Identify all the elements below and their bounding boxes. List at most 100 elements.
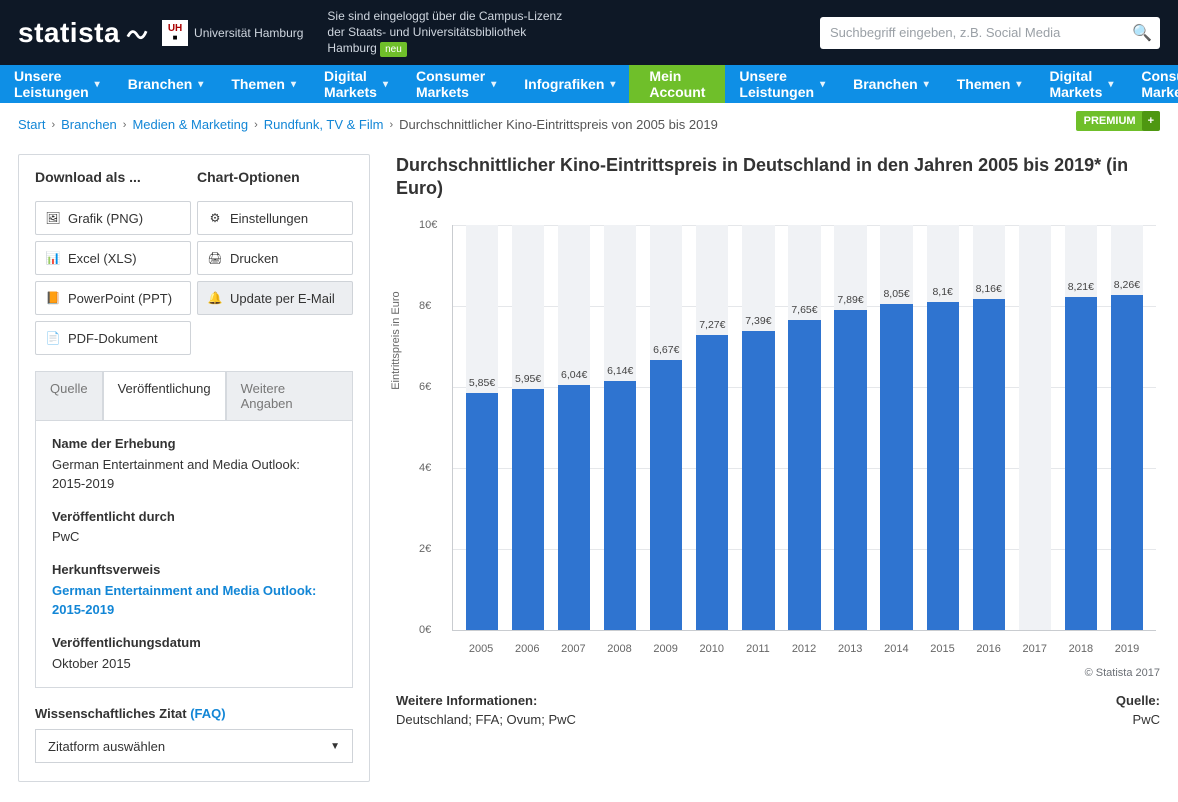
x-tick-label: 2017 <box>1012 643 1058 655</box>
logo-wave-icon <box>126 22 148 44</box>
info-tab[interactable]: Weitere Angaben <box>226 371 353 420</box>
chart-option-button[interactable]: 🔔Update per E-Mail <box>197 281 353 315</box>
bar[interactable] <box>604 381 636 630</box>
bar-column: 6,04€ <box>551 225 597 630</box>
chart-title: Durchschnittlicher Kino-Eintrittspreis i… <box>396 154 1160 201</box>
bar[interactable] <box>742 331 774 630</box>
nav-item[interactable]: Branchen▾ <box>839 65 943 103</box>
nav-item[interactable]: Digital Markets▾ <box>1035 65 1127 103</box>
bar-column: 8,1€ <box>920 225 966 630</box>
tab-panel-publication: Name der Erhebung German Entertainment a… <box>35 420 353 688</box>
bar[interactable] <box>512 389 544 630</box>
bar-column: 8,21€ <box>1058 225 1104 630</box>
search-input[interactable] <box>820 17 1160 49</box>
bar-column: 7,27€ <box>689 225 735 630</box>
bar[interactable] <box>973 299 1005 629</box>
breadcrumb-link[interactable]: Start <box>18 117 45 132</box>
download-button[interactable]: 📄PDF-Dokument <box>35 321 191 355</box>
breadcrumb-separator: › <box>123 119 127 131</box>
chevron-down-icon: ▼ <box>330 741 340 752</box>
breadcrumb-link[interactable]: Medien & Marketing <box>132 117 248 132</box>
bar-value-label: 8,1€ <box>932 286 952 298</box>
x-tick-label: 2012 <box>781 643 827 655</box>
nav-item[interactable]: Digital Markets▾ <box>310 65 402 103</box>
search-icon[interactable]: 🔍 <box>1132 23 1152 43</box>
logo-text: statista <box>18 17 120 49</box>
option-icon: 🖨 <box>208 251 222 265</box>
bar-column <box>1012 225 1058 630</box>
breadcrumb-separator: › <box>51 119 55 131</box>
nav-item[interactable]: Consumer Markets▾ <box>1127 65 1178 103</box>
logo[interactable]: statista <box>18 17 148 49</box>
nav-item[interactable]: Themen▾ <box>217 65 310 103</box>
bar[interactable] <box>1065 297 1097 630</box>
x-tick-label: 2015 <box>919 643 965 655</box>
x-tick-label: 2008 <box>596 643 642 655</box>
pub-date-label: Veröffentlichungsdatum <box>52 634 336 653</box>
bar[interactable] <box>927 302 959 630</box>
topbar: statista UH■ Universität Hamburg Sie sin… <box>0 0 1178 65</box>
partner-name: Universität Hamburg <box>194 26 303 40</box>
chevron-down-icon: ▾ <box>291 79 296 90</box>
y-tick-label: 2€ <box>419 543 431 555</box>
y-tick-label: 4€ <box>419 462 431 474</box>
x-tick-label: 2013 <box>827 643 873 655</box>
pub-name-label: Name der Erhebung <box>52 435 336 454</box>
bar-value-label: 5,85€ <box>469 377 495 389</box>
main-nav: Unsere Leistungen▾Branchen▾Themen▾Digita… <box>0 65 1178 103</box>
nav-item[interactable]: Themen▾ <box>943 65 1036 103</box>
x-tick-label: 2019 <box>1104 643 1150 655</box>
bar-column: 6,67€ <box>643 225 689 630</box>
bar-column: 8,16€ <box>966 225 1012 630</box>
account-button[interactable]: Mein Account <box>629 65 725 103</box>
bar[interactable] <box>466 393 498 630</box>
bar-chart: Eintrittspreis in Euro 0€2€4€6€8€10€5,85… <box>396 219 1160 659</box>
nav-item[interactable]: Infografiken▾ <box>510 65 629 103</box>
more-info-value: Deutschland; FFA; Ovum; PwC <box>396 712 576 727</box>
bar-value-label: 6,14€ <box>607 365 633 377</box>
download-button[interactable]: 🖼Grafik (PNG) <box>35 201 191 235</box>
chevron-down-icon: ▾ <box>610 79 615 90</box>
bar[interactable] <box>788 320 820 630</box>
more-info-heading: Weitere Informationen: <box>396 693 576 708</box>
bar[interactable] <box>650 360 682 630</box>
info-tabs: QuelleVeröffentlichungWeitere Angaben <box>35 371 353 420</box>
bar[interactable] <box>1111 295 1143 630</box>
bar-value-label: 7,39€ <box>745 315 771 327</box>
breadcrumb-link[interactable]: Rundfunk, TV & Film <box>264 117 384 132</box>
option-icon: 📊 <box>46 251 60 265</box>
partner-badge: UH■ Universität Hamburg <box>162 20 303 46</box>
download-button[interactable]: 📊Excel (XLS) <box>35 241 191 275</box>
download-button[interactable]: 📙PowerPoint (PPT) <box>35 281 191 315</box>
bar-column: 7,39€ <box>735 225 781 630</box>
bar[interactable] <box>696 335 728 629</box>
nav-item[interactable]: Branchen▾ <box>114 65 218 103</box>
search-box: 🔍 <box>820 17 1160 49</box>
x-tick-label: 2010 <box>689 643 735 655</box>
bar-value-label: 6,04€ <box>561 369 587 381</box>
x-tick-label: 2005 <box>458 643 504 655</box>
nav-item[interactable]: Unsere Leistungen▾ <box>0 65 114 103</box>
neu-badge: neu <box>380 42 407 58</box>
pub-source-link[interactable]: German Entertainment and Media Outlook: … <box>52 583 316 617</box>
bar[interactable] <box>834 310 866 630</box>
chart-options-heading: Chart-Optionen <box>197 169 353 185</box>
nav-item[interactable]: Unsere Leistungen▾ <box>725 65 839 103</box>
chart-option-button[interactable]: ⚙Einstellungen <box>197 201 353 235</box>
x-tick-label: 2009 <box>643 643 689 655</box>
bar[interactable] <box>880 304 912 630</box>
chart-option-button[interactable]: 🖨Drucken <box>197 241 353 275</box>
pub-name-value: German Entertainment and Media Outlook: … <box>52 456 336 494</box>
breadcrumb-link[interactable]: Branchen <box>61 117 117 132</box>
y-tick-label: 0€ <box>419 624 431 636</box>
info-tab[interactable]: Veröffentlichung <box>103 371 226 420</box>
source-value: PwC <box>1116 712 1160 727</box>
info-tab[interactable]: Quelle <box>35 371 103 420</box>
bar-column: 5,95€ <box>505 225 551 630</box>
faq-link[interactable]: (FAQ) <box>190 706 225 721</box>
citation-select[interactable]: Zitatform auswählen▼ <box>35 729 353 763</box>
main-content: Download als ... 🖼Grafik (PNG)📊Excel (XL… <box>0 138 1178 802</box>
bar[interactable] <box>558 385 590 630</box>
y-tick-label: 6€ <box>419 381 431 393</box>
nav-item[interactable]: Consumer Markets▾ <box>402 65 510 103</box>
